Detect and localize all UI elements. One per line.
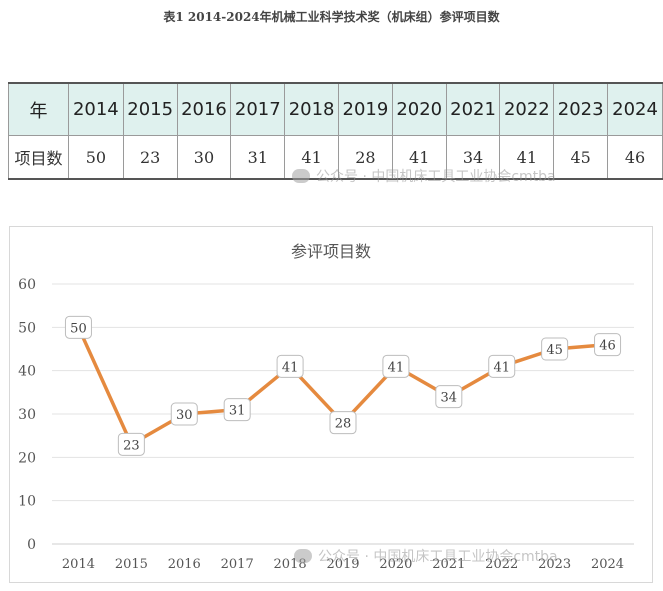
data-label: 46 <box>599 339 616 354</box>
watermark-text: 公众号 · 中国机床工具工业协会cmtba <box>316 169 556 185</box>
data-point: 41 <box>276 354 304 378</box>
data-point: 30 <box>170 402 198 426</box>
count-cell: 28 <box>338 135 393 180</box>
year-cell: 2015 <box>122 82 178 136</box>
x-tick-label: 2022 <box>485 557 518 572</box>
y-tick-label: 10 <box>18 494 36 510</box>
watermark-bottom: 公众号 · 中国机床工具工业协会cmtba <box>294 546 558 566</box>
wechat-icon <box>292 169 310 183</box>
data-point: 34 <box>435 385 463 409</box>
wechat-icon <box>294 549 312 563</box>
y-tick-label: 0 <box>27 537 36 553</box>
data-point: 46 <box>594 333 622 357</box>
x-tick-label: 2015 <box>115 557 148 572</box>
watermark-top: 公众号 · 中国机床工具工业协会cmtba <box>292 166 556 186</box>
x-tick-label: 2017 <box>221 557 254 572</box>
chart-title: 参评项目数 <box>291 242 371 261</box>
count-cell: 41 <box>499 135 555 180</box>
watermark-text: 公众号 · 中国机床工具工业协会cmtba <box>318 549 558 565</box>
count-cell: 34 <box>445 135 501 180</box>
data-label: 28 <box>335 417 352 432</box>
row-label-cell: 项目数 <box>8 135 69 180</box>
data-label-box <box>329 411 357 435</box>
data-label-box <box>276 354 304 378</box>
data-label: 41 <box>493 360 510 375</box>
year-cell: 2019 <box>338 82 393 136</box>
data-point: 50 <box>64 315 92 339</box>
count-cell: 30 <box>176 135 232 180</box>
year-cell: 2023 <box>553 82 609 136</box>
count-cell: 50 <box>67 135 124 180</box>
data-label-box <box>435 385 463 409</box>
data-label-box <box>541 337 569 361</box>
x-tick-label: 2014 <box>62 557 95 572</box>
count-cell: 23 <box>122 135 178 180</box>
data-label: 41 <box>388 360 405 375</box>
x-tick-label: 2016 <box>168 557 201 572</box>
year-cell: 2018 <box>284 82 340 136</box>
data-label: 30 <box>176 408 193 423</box>
data-label: 31 <box>229 404 246 419</box>
year-cell: 2024 <box>607 82 663 136</box>
chart-container <box>9 226 653 583</box>
y-tick-label: 50 <box>18 320 36 336</box>
data-label-box <box>64 315 92 339</box>
data-label: 45 <box>546 343 563 358</box>
header-label-cell: 年 <box>8 82 69 136</box>
data-label-box <box>594 333 622 357</box>
count-cell: 31 <box>230 135 286 180</box>
data-label-box <box>488 354 516 378</box>
y-tick-label: 60 <box>18 277 36 293</box>
data-table: 年 2014 2015 2016 2017 2018 2019 2020 2021 2022 20… <box>8 82 663 180</box>
x-tick-label: 2023 <box>538 557 571 572</box>
year-cell: 2020 <box>391 82 447 136</box>
data-label-box <box>382 354 410 378</box>
y-axis: 0 10 20 30 40 50 60 <box>18 277 36 553</box>
count-cell: 45 <box>553 135 609 180</box>
count-cell: 46 <box>607 135 663 180</box>
y-tick-label: 20 <box>18 450 36 466</box>
x-tick-label: 2021 <box>432 557 465 572</box>
data-labels: 50 23 30 31 41 28 41 34 41 45 46 <box>64 315 622 456</box>
data-point: 45 <box>541 337 569 361</box>
data-point: 41 <box>488 354 516 378</box>
data-label-box <box>117 432 145 456</box>
year-cell: 2022 <box>499 82 555 136</box>
y-tick-label: 30 <box>18 407 36 423</box>
data-point: 23 <box>117 432 145 456</box>
data-point: 31 <box>223 398 251 422</box>
page-title: 表1 2014-2024年机械工业科学技术奖（机床组）参评项目数 <box>163 10 500 24</box>
x-tick-label: 2019 <box>326 557 359 572</box>
data-label-box <box>170 402 198 426</box>
data-label: 50 <box>70 321 87 336</box>
data-label: 23 <box>123 438 140 453</box>
year-cell: 2016 <box>176 82 232 136</box>
table-header-row: 年 2014 2015 2016 2017 2018 2019 2020 2021 2022 20… <box>8 82 663 136</box>
year-cell: 2021 <box>445 82 501 136</box>
data-point: 41 <box>382 354 410 378</box>
table-values-row: 项目数 50 23 30 31 41 28 41 34 41 45 46 <box>8 135 663 180</box>
x-tick-label: 2020 <box>379 557 412 572</box>
x-tick-label: 2024 <box>591 557 624 572</box>
data-label: 41 <box>282 360 299 375</box>
data-label: 34 <box>441 391 458 406</box>
data-label-box <box>223 398 251 422</box>
year-cell: 2017 <box>230 82 286 136</box>
data-point: 28 <box>329 411 357 435</box>
y-tick-label: 40 <box>18 364 36 380</box>
